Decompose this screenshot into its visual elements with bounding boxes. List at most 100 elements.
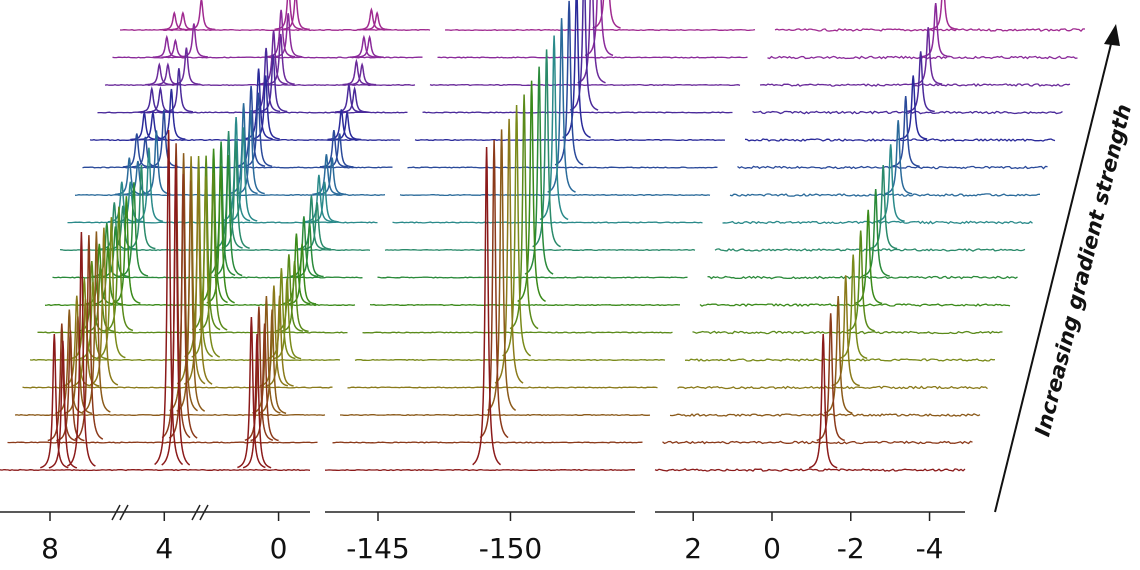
- baseline: [422, 111, 733, 114]
- baseline: [22, 386, 333, 389]
- peak: [71, 299, 100, 387]
- peak: [846, 230, 875, 332]
- peak: [539, 35, 569, 221]
- peak: [130, 109, 159, 141]
- peak: [554, 0, 584, 166]
- baseline: [752, 110, 1063, 115]
- peak: [176, 156, 206, 385]
- peak: [357, 7, 386, 31]
- peak: [137, 86, 166, 113]
- peak: [532, 49, 561, 248]
- peak: [206, 141, 236, 276]
- baseline: [362, 331, 673, 334]
- peak: [154, 129, 184, 466]
- x-tick-label: -4: [916, 532, 944, 565]
- peak: [265, 295, 294, 387]
- peak: [160, 11, 189, 31]
- peak: [228, 127, 258, 222]
- peak: [82, 231, 111, 413]
- peak: [191, 155, 221, 331]
- peak: [206, 165, 235, 304]
- x-tick-label: 4: [155, 532, 173, 565]
- x-tick-label: 8: [41, 532, 59, 565]
- baseline: [662, 440, 973, 445]
- peak: [67, 231, 96, 467]
- peak: [40, 333, 69, 469]
- x-tick-label: -2: [837, 532, 865, 565]
- peak: [112, 196, 141, 304]
- x-tick-label: -150: [479, 532, 543, 565]
- peak: [547, 18, 576, 193]
- baseline: [332, 441, 643, 444]
- peak: [347, 62, 377, 86]
- peak: [122, 133, 151, 168]
- baseline: [654, 468, 966, 472]
- x-tick-label: 2: [684, 532, 702, 565]
- peak: [861, 189, 890, 277]
- peak: [569, 0, 599, 111]
- peak: [63, 316, 93, 415]
- peak: [342, 58, 371, 86]
- peak: [236, 109, 265, 195]
- peak: [831, 275, 860, 387]
- peak: [524, 66, 554, 275]
- peak: [237, 316, 266, 469]
- baseline: [437, 56, 748, 59]
- peak: [198, 172, 228, 331]
- peak: [89, 227, 119, 386]
- peak: [184, 155, 213, 358]
- peak: [355, 34, 384, 58]
- peak: [187, 0, 216, 31]
- peak: [349, 34, 379, 58]
- baseline: [759, 83, 1071, 88]
- peak: [823, 295, 853, 414]
- peak: [487, 129, 517, 411]
- baseline: [0, 468, 311, 472]
- peak: [340, 86, 369, 113]
- peak: [562, 0, 591, 139]
- baseline: [414, 138, 726, 142]
- baseline: [347, 386, 658, 389]
- baseline: [399, 193, 711, 197]
- peak: [517, 80, 546, 303]
- peak: [74, 235, 104, 440]
- peak: [332, 109, 362, 141]
- peak: [56, 330, 85, 442]
- gradient-arrow: [994, 24, 1120, 513]
- baseline: [429, 83, 741, 87]
- peak: [479, 139, 509, 439]
- peak: [327, 109, 356, 141]
- peak: [816, 313, 845, 442]
- baseline: [369, 303, 681, 307]
- peak: [252, 295, 281, 414]
- peak: [242, 333, 272, 469]
- x-tick-label: 0: [763, 532, 781, 565]
- peak: [853, 209, 883, 305]
- peak: [494, 118, 524, 384]
- peak: [808, 333, 838, 469]
- baseline: [354, 358, 666, 362]
- peak: [145, 62, 174, 86]
- baseline: [767, 55, 1078, 60]
- peak: [199, 148, 228, 304]
- peak: [363, 11, 392, 31]
- peak: [152, 34, 181, 58]
- peak: [839, 254, 868, 360]
- peak: [584, 0, 614, 57]
- peak: [577, 0, 606, 84]
- peak: [472, 146, 501, 466]
- baseline: [407, 166, 718, 169]
- baseline: [392, 221, 703, 224]
- peak: [929, 0, 958, 30]
- peak: [161, 143, 191, 439]
- peak: [267, 268, 296, 360]
- peak: [214, 155, 243, 277]
- peak: [119, 182, 149, 277]
- peak: [172, 47, 201, 86]
- peak: [97, 217, 126, 359]
- peak: [179, 23, 208, 58]
- peak: [169, 153, 198, 412]
- baseline: [774, 28, 1086, 32]
- peak: [592, 0, 621, 29]
